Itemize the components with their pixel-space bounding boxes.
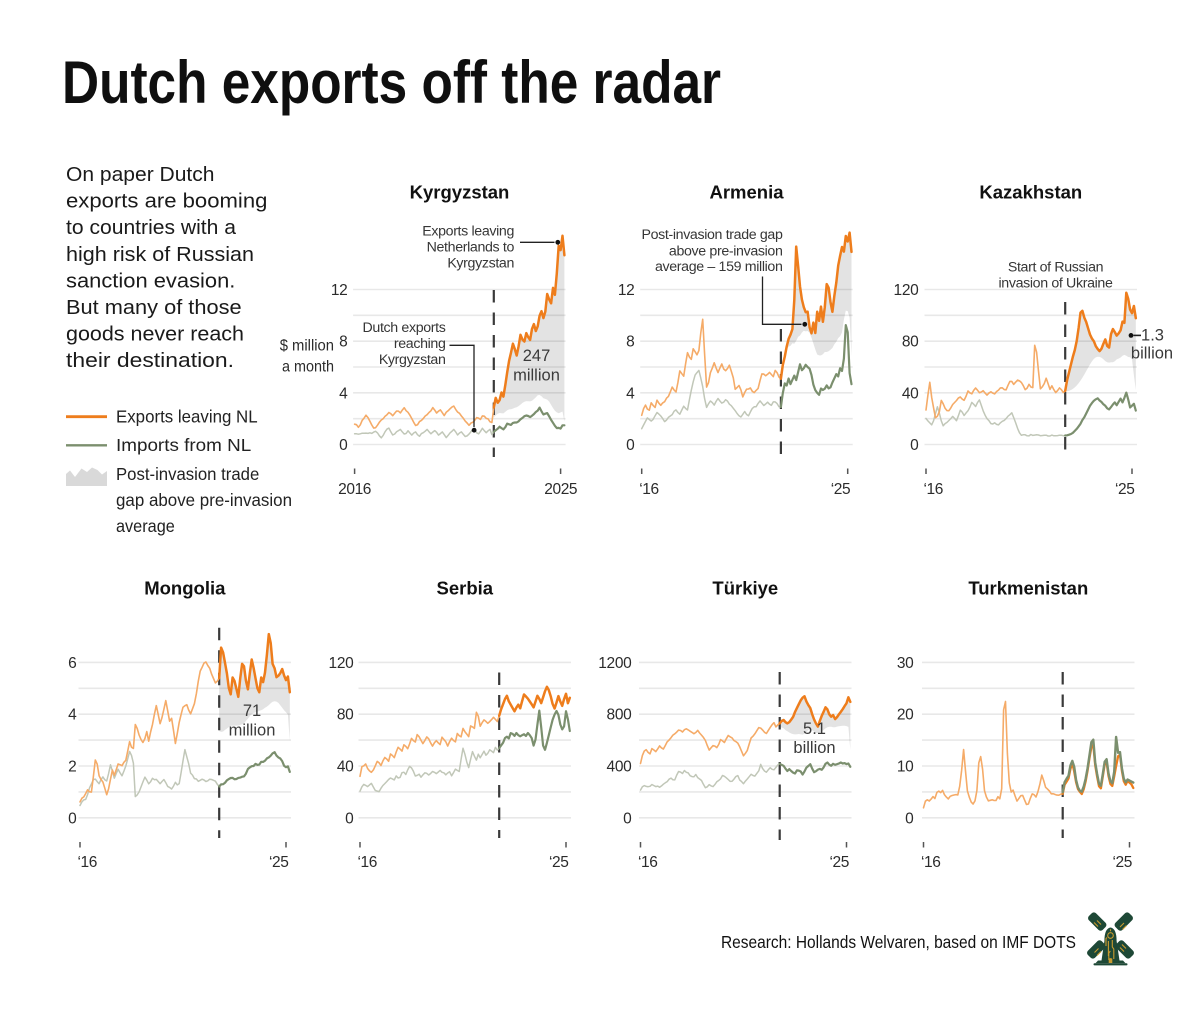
svg-text:Start of Russian: Start of Russian — [1008, 260, 1103, 276]
svg-text:12: 12 — [618, 282, 635, 299]
svg-text:8: 8 — [626, 334, 634, 351]
svg-text:71: 71 — [243, 702, 261, 720]
svg-text:reaching: reaching — [394, 336, 446, 352]
svg-text:above pre-invasion: above pre-invasion — [669, 244, 783, 260]
svg-text:120: 120 — [329, 655, 355, 672]
svg-text:Exports leaving NL: Exports leaving NL — [116, 407, 258, 427]
svg-text:high risk of Russian: high risk of Russian — [66, 243, 254, 266]
svg-text:800: 800 — [607, 707, 633, 724]
svg-text:gap above pre-invasion: gap above pre-invasion — [116, 490, 292, 510]
svg-text:Dutch exports off the radar: Dutch exports off the radar — [62, 49, 721, 116]
svg-text:8: 8 — [339, 334, 347, 351]
svg-text:Kyrgyzstan: Kyrgyzstan — [410, 182, 510, 203]
svg-text:0: 0 — [910, 437, 919, 454]
svg-text:goods never reach: goods never reach — [66, 323, 244, 346]
svg-text:20: 20 — [897, 707, 914, 724]
svg-text:Post-invasion trade gap: Post-invasion trade gap — [641, 227, 782, 243]
svg-text:120: 120 — [894, 282, 920, 299]
svg-text:average – 159 million: average – 159 million — [655, 259, 783, 275]
svg-text:Kyrgyzstan: Kyrgyzstan — [447, 256, 514, 272]
svg-text:247: 247 — [523, 347, 551, 365]
svg-text:billion: billion — [1131, 345, 1173, 363]
svg-text:12: 12 — [331, 282, 348, 299]
svg-text:1200: 1200 — [598, 655, 632, 672]
svg-text:1.3: 1.3 — [1141, 327, 1164, 345]
svg-text:Research: Hollands Welvaren, b: Research: Hollands Welvaren, based on IM… — [721, 932, 1076, 952]
svg-text:invasion of Ukraine: invasion of Ukraine — [998, 275, 1112, 291]
svg-text:average: average — [116, 516, 175, 536]
svg-text:‘25: ‘25 — [830, 854, 849, 871]
svg-text:to countries with a: to countries with a — [66, 216, 237, 239]
svg-text:Turkmenistan: Turkmenistan — [968, 578, 1088, 599]
svg-text:‘25: ‘25 — [1113, 854, 1132, 871]
svg-text:Armenia: Armenia — [709, 182, 784, 203]
svg-text:2016: 2016 — [338, 481, 371, 498]
svg-text:Post-invasion trade: Post-invasion trade — [116, 464, 259, 484]
svg-text:On paper Dutch: On paper Dutch — [66, 163, 215, 186]
svg-text:million: million — [513, 367, 560, 385]
svg-text:80: 80 — [902, 334, 919, 351]
svg-text:a month: a month — [282, 359, 334, 376]
svg-text:Türkiye: Türkiye — [712, 578, 778, 599]
svg-text:their destination.: their destination. — [66, 349, 234, 372]
svg-text:80: 80 — [337, 707, 354, 724]
svg-text:sanction evasion.: sanction evasion. — [66, 269, 235, 292]
svg-text:0: 0 — [345, 810, 354, 827]
svg-text:40: 40 — [337, 759, 354, 776]
svg-text:‘25: ‘25 — [549, 854, 568, 871]
svg-text:40: 40 — [902, 385, 919, 402]
svg-text:‘16: ‘16 — [921, 854, 940, 871]
svg-text:0: 0 — [68, 810, 77, 827]
svg-text:‘16: ‘16 — [924, 481, 943, 498]
svg-text:6: 6 — [68, 655, 76, 672]
svg-text:Kyrgyzstan: Kyrgyzstan — [379, 352, 446, 368]
svg-text:Imports from NL: Imports from NL — [116, 435, 251, 455]
svg-text:But many of those: But many of those — [66, 296, 242, 319]
svg-text:‘16: ‘16 — [639, 481, 658, 498]
svg-text:Mongolia: Mongolia — [144, 578, 226, 599]
svg-text:2: 2 — [68, 759, 76, 776]
svg-text:30: 30 — [897, 655, 914, 672]
svg-text:Kazakhstan: Kazakhstan — [979, 182, 1082, 203]
svg-text:Dutch exports: Dutch exports — [363, 320, 446, 336]
svg-text:Netherlands to: Netherlands to — [427, 240, 515, 256]
svg-text:‘16: ‘16 — [638, 854, 657, 871]
svg-text:‘16: ‘16 — [78, 854, 97, 871]
svg-text:400: 400 — [607, 759, 633, 776]
svg-text:million: million — [229, 722, 276, 740]
svg-text:0: 0 — [623, 810, 632, 827]
svg-text:Serbia: Serbia — [437, 578, 494, 599]
svg-text:4: 4 — [339, 385, 348, 402]
svg-text:$ million: $ million — [280, 338, 334, 355]
svg-text:5.1: 5.1 — [803, 720, 826, 738]
svg-text:‘25: ‘25 — [831, 481, 850, 498]
svg-text:4: 4 — [68, 707, 77, 724]
svg-text:Exports leaving: Exports leaving — [422, 224, 514, 240]
svg-text:0: 0 — [339, 437, 348, 454]
svg-text:‘25: ‘25 — [269, 854, 288, 871]
svg-text:‘16: ‘16 — [358, 854, 377, 871]
svg-text:2025: 2025 — [544, 481, 577, 498]
svg-text:4: 4 — [626, 385, 635, 402]
svg-text:10: 10 — [897, 759, 914, 776]
svg-text:exports are booming: exports are booming — [66, 190, 267, 213]
svg-text:billion: billion — [793, 739, 835, 757]
svg-text:0: 0 — [905, 810, 914, 827]
svg-text:‘25: ‘25 — [1115, 481, 1134, 498]
svg-text:0: 0 — [626, 437, 635, 454]
